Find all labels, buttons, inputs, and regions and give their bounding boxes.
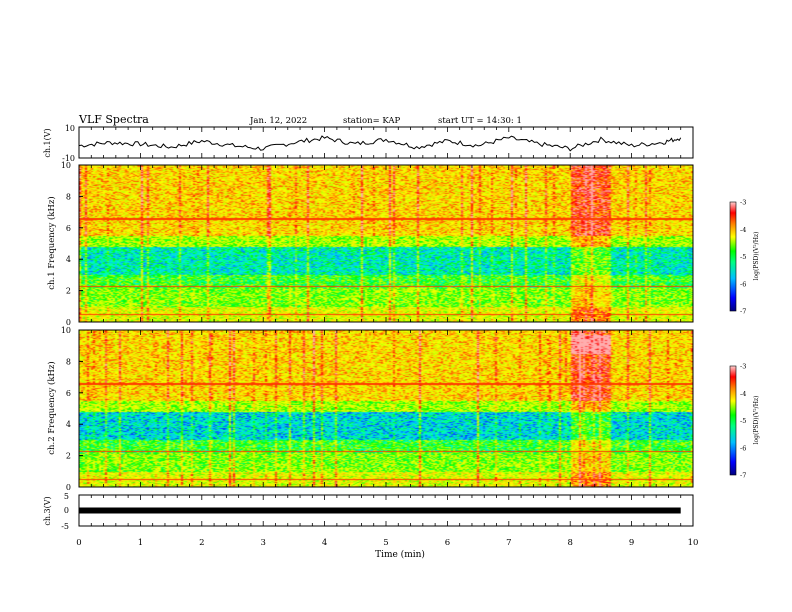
ch3-voltage-ylabel: ch.3(V) — [43, 496, 52, 525]
colorbar-tick-label: -3 — [740, 363, 746, 371]
colorbar-tick-label: -4 — [740, 226, 746, 234]
ytick-label: 0 — [66, 483, 71, 492]
spectrogram-raster — [79, 330, 693, 487]
time-tick-label: 7 — [506, 538, 511, 548]
ch2-spectrogram-panel: 0 2 4 6 8 10 ch.2 Frequency (kHz) — [46, 326, 694, 492]
time-tick-label: 1 — [138, 538, 143, 548]
ytick-label: 2 — [66, 452, 71, 461]
ch1-voltage-ytick-bottom: -10 — [62, 154, 75, 163]
time-tick-label: 0 — [76, 538, 81, 548]
ytick-label: 2 — [66, 287, 71, 296]
ch1-voltage-xticks — [78, 127, 694, 158]
time-axis-label: Time (min) — [375, 549, 425, 560]
ch1-spectrogram-panel: 0 2 4 6 8 10 ch.1 Frequency (kHz) — [46, 161, 694, 327]
colorbar-tick-label: -5 — [740, 253, 746, 261]
ytick-label: 6 — [66, 224, 71, 233]
figure-title: VLF Spectra — [78, 113, 149, 126]
start-time-label: start UT = 14:30: 1 — [438, 116, 522, 126]
ytick-label: 0 — [66, 318, 71, 327]
ytick-label: 4 — [66, 255, 71, 264]
time-tick-label: 5 — [383, 538, 388, 548]
ch3-voltage-ytick-bottom: -5 — [61, 522, 69, 531]
ytick-label: 8 — [66, 357, 71, 366]
time-tick-label: 8 — [567, 538, 572, 548]
spectrogram-raster — [79, 165, 693, 322]
ch1-colorbar-label: log(PSD)(V²/Hz) — [753, 232, 760, 281]
ytick-label: 4 — [66, 420, 71, 429]
colorbar-tick-label: -4 — [740, 390, 746, 398]
ch1-colorbar-ticks: -3 -4 -5 -6 -7 — [740, 199, 746, 316]
ytick-label: 10 — [61, 326, 71, 335]
date-label: Jan. 12, 2022 — [249, 116, 307, 126]
ytick-label: 10 — [61, 161, 71, 170]
station-label: station= KAP — [343, 116, 401, 126]
ch3-voltage-ytick-middle: 0 — [64, 506, 69, 515]
time-axis-tick-labels: 0 1 2 3 4 5 6 7 8 9 10 — [76, 538, 698, 548]
colorbar-tick-label: -6 — [740, 280, 746, 288]
colorbar-tick-label: -7 — [740, 472, 746, 480]
time-tick-label: 4 — [322, 538, 327, 548]
ch2-colorbar: -3 -4 -5 -6 -7 log(PSD)(V²/Hz) — [729, 363, 760, 480]
time-tick-label: 3 — [260, 538, 265, 548]
ch1-voltage-trace — [78, 135, 682, 152]
ch3-voltage-ytick-top: 5 — [64, 492, 69, 501]
time-tick-label: 10 — [688, 538, 699, 548]
ch2-frequency-ylabel: ch.2 Frequency (kHz) — [46, 361, 57, 454]
ch1-frequency-ylabel: ch.1 Frequency (kHz) — [46, 196, 57, 289]
ch3-voltage-panel: 5 0 -5 ch.3(V) — [43, 492, 694, 531]
colorbar-tick-label: -5 — [740, 417, 746, 425]
ch1-spectrogram-xticks — [78, 165, 694, 322]
time-tick-label: 9 — [629, 538, 634, 548]
colorbar-tick-label: -3 — [740, 199, 746, 207]
ytick-label: 8 — [66, 192, 71, 201]
time-tick-label: 6 — [445, 538, 450, 548]
ch2-colorbar-strip — [729, 365, 737, 476]
ch2-spectrogram-image — [79, 330, 693, 487]
ch1-voltage-panel: 10 -10 ch.1(V) — [43, 124, 694, 163]
ytick-label: 6 — [66, 389, 71, 398]
ch2-colorbar-ticks: -3 -4 -5 -6 -7 — [740, 363, 746, 480]
ch2-colorbar-label: log(PSD)(V²/Hz) — [753, 396, 760, 445]
colorbar-tick-label: -7 — [740, 308, 746, 316]
ch1-voltage-ylabel: ch.1(V) — [43, 128, 52, 157]
time-tick-label: 2 — [199, 538, 204, 548]
ch1-colorbar-strip — [729, 201, 737, 312]
ch1-colorbar: -3 -4 -5 -6 -7 log(PSD)(V²/Hz) — [729, 199, 760, 316]
colorbar-tick-label: -6 — [740, 444, 746, 452]
ch1-spectrogram-image — [79, 165, 693, 322]
ch1-voltage-ytick-top: 10 — [65, 124, 75, 133]
ch2-spectrogram-yticks: 0 2 4 6 8 10 — [61, 326, 83, 492]
ch2-spectrogram-xticks — [78, 330, 694, 487]
ch1-spectrogram-yticks: 0 2 4 6 8 10 — [61, 161, 83, 327]
ch3-voltage-xticks — [78, 495, 694, 526]
